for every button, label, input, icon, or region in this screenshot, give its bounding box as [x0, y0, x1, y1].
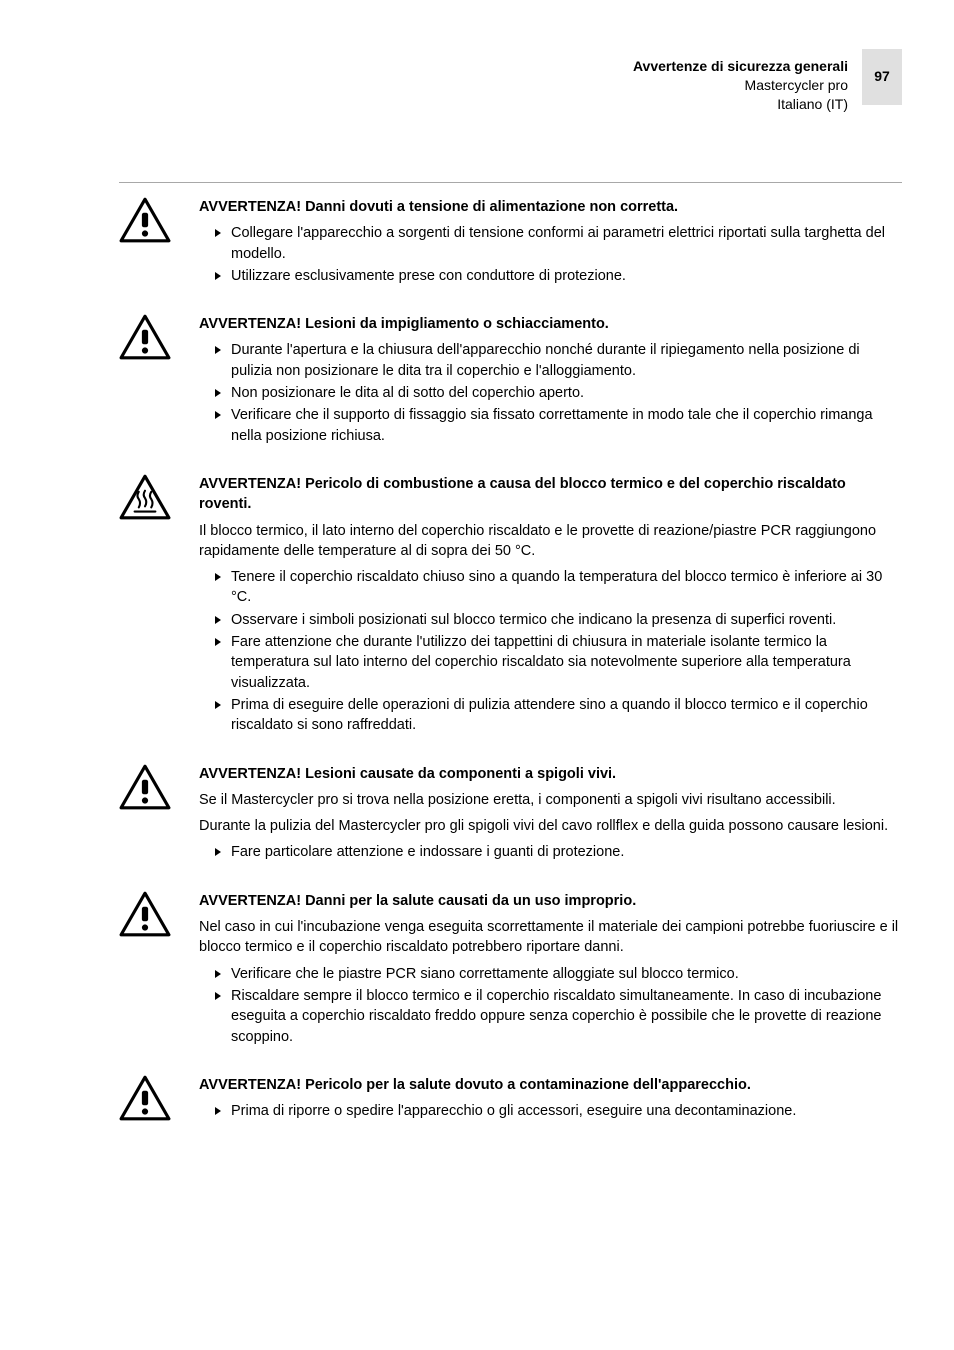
warning-exclamation-icon [119, 314, 199, 448]
warning-text: AVVERTENZA! Lesioni da impigliamento o s… [199, 314, 902, 448]
warning-bullet: Tenere il coperchio riscaldato chiuso si… [215, 567, 902, 608]
warning-block: AVVERTENZA! Danni per la salute causati … [119, 891, 902, 1049]
warning-block: AVVERTENZA! Lesioni da impigliamento o s… [119, 314, 902, 448]
warning-bullet: Verificare che le piastre PCR siano corr… [215, 964, 902, 984]
warning-text: AVVERTENZA! Danni per la salute causati … [199, 891, 902, 1049]
warning-hot-icon [119, 474, 199, 738]
page-number: 97 [874, 67, 890, 87]
warning-block: AVVERTENZA! Danni dovuti a tensione di a… [119, 197, 902, 288]
warning-bullet: Fare attenzione che durante l'utilizzo d… [215, 632, 902, 693]
warning-bullet-list: Collegare l'apparecchio a sorgenti di te… [199, 223, 902, 286]
warning-title: AVVERTENZA! Lesioni causate da component… [199, 764, 902, 784]
warning-text: AVVERTENZA! Lesioni causate da component… [199, 764, 902, 865]
warning-block: AVVERTENZA! Pericolo per la salute dovut… [119, 1075, 902, 1127]
warning-intro: Se il Mastercycler pro si trova nella po… [199, 790, 902, 810]
warning-bullet-list: Fare particolare attenzione e indossare … [199, 842, 902, 862]
warning-exclamation-icon [119, 197, 199, 288]
page-header: Avvertenze di sicurezza generali Masterc… [633, 57, 902, 114]
warning-title: AVVERTENZA! Pericolo di combustione a ca… [199, 474, 902, 515]
header-text-block: Avvertenze di sicurezza generali Masterc… [633, 57, 848, 114]
warning-text: AVVERTENZA! Pericolo per la salute dovut… [199, 1075, 902, 1127]
warning-text: AVVERTENZA! Pericolo di combustione a ca… [199, 474, 902, 738]
warning-title: AVVERTENZA! Pericolo per la salute dovut… [199, 1075, 902, 1095]
warning-bullet: Collegare l'apparecchio a sorgenti di te… [215, 223, 902, 264]
page-number-box: 97 [862, 49, 902, 105]
warning-title: AVVERTENZA! Lesioni da impigliamento o s… [199, 314, 902, 334]
content-area: AVVERTENZA! Danni dovuti a tensione di a… [119, 182, 902, 1153]
header-product: Mastercycler pro [633, 76, 848, 95]
warning-bullet: Riscaldare sempre il blocco termico e il… [215, 986, 902, 1047]
warning-text: AVVERTENZA! Danni dovuti a tensione di a… [199, 197, 902, 288]
header-section-title: Avvertenze di sicurezza generali [633, 57, 848, 76]
warning-bullet: Prima di eseguire delle operazioni di pu… [215, 695, 902, 736]
warning-intro: Durante la pulizia del Mastercycler pro … [199, 816, 902, 836]
warning-bullet: Prima di riporre o spedire l'apparecchio… [215, 1101, 902, 1121]
warning-title: AVVERTENZA! Danni per la salute causati … [199, 891, 902, 911]
warning-block: AVVERTENZA! Pericolo di combustione a ca… [119, 474, 902, 738]
warning-exclamation-icon [119, 764, 199, 865]
header-language: Italiano (IT) [633, 95, 848, 114]
warning-bullet: Fare particolare attenzione e indossare … [215, 842, 902, 862]
warning-bullet: Verificare che il supporto di fissaggio … [215, 405, 902, 446]
warning-intro: Il blocco termico, il lato interno del c… [199, 521, 902, 562]
warning-bullet: Non posizionare le dita al di sotto del … [215, 383, 902, 403]
warning-bullet: Utilizzare esclusivamente prese con cond… [215, 266, 902, 286]
warning-bullet-list: Tenere il coperchio riscaldato chiuso si… [199, 567, 902, 735]
warning-bullet: Osservare i simboli posizionati sul bloc… [215, 610, 902, 630]
warning-block: AVVERTENZA! Lesioni causate da component… [119, 764, 902, 865]
warning-bullet-list: Durante l'apertura e la chiusura dell'ap… [199, 340, 902, 445]
warning-title: AVVERTENZA! Danni dovuti a tensione di a… [199, 197, 902, 217]
warning-bullet-list: Verificare che le piastre PCR siano corr… [199, 964, 902, 1047]
warning-bullet-list: Prima di riporre o spedire l'apparecchio… [199, 1101, 902, 1121]
warning-exclamation-icon [119, 1075, 199, 1127]
warning-intro: Nel caso in cui l'incubazione venga eseg… [199, 917, 902, 958]
warning-exclamation-icon [119, 891, 199, 1049]
warning-bullet: Durante l'apertura e la chiusura dell'ap… [215, 340, 902, 381]
